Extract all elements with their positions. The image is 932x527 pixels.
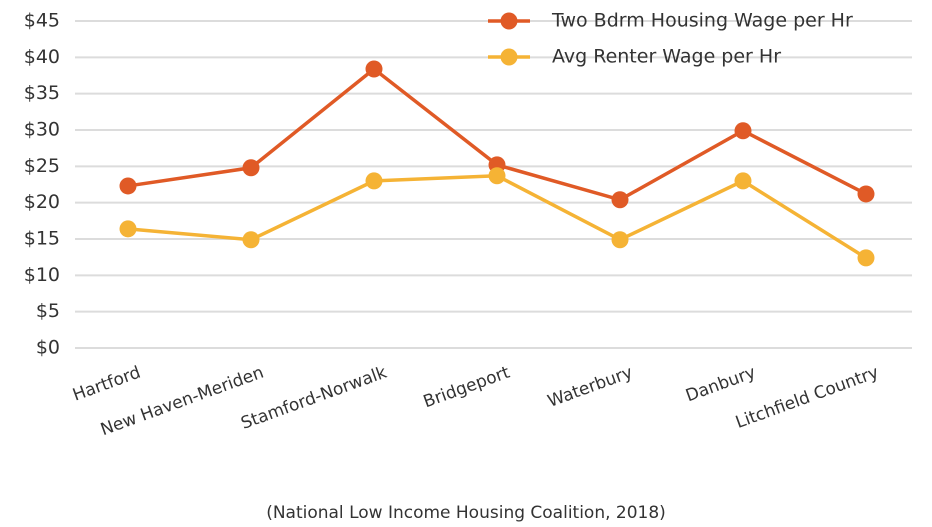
series-line — [127, 174, 867, 260]
y-tick-label: $10 — [24, 264, 60, 286]
x-tick-label: Bridgeport — [421, 362, 513, 412]
legend-marker — [500, 48, 518, 66]
y-tick-label: $35 — [24, 82, 60, 104]
data-point — [242, 159, 260, 177]
data-point — [242, 231, 260, 249]
data-point — [857, 185, 875, 203]
x-tick-label: Danbury — [683, 363, 758, 407]
legend-marker — [500, 12, 518, 30]
legend-label: Avg Renter Wage per Hr — [552, 46, 781, 68]
y-tick-label: $25 — [24, 155, 60, 177]
data-point — [365, 172, 383, 190]
y-tick-label: $45 — [24, 10, 60, 32]
y-tick-label: $15 — [24, 228, 60, 250]
data-point — [734, 172, 752, 190]
legend-label: Two Bdrm Housing Wage per Hr — [551, 10, 853, 32]
data-point — [119, 177, 137, 195]
x-tick-label: Hartford — [70, 363, 143, 406]
data-point — [734, 122, 752, 140]
data-point — [365, 60, 383, 78]
data-point — [488, 167, 506, 185]
y-tick-label: $40 — [24, 46, 60, 68]
y-tick-label: $5 — [36, 300, 60, 322]
y-tick-label: $30 — [24, 119, 60, 141]
y-tick-label: $20 — [24, 191, 60, 213]
data-point — [857, 249, 875, 267]
y-tick-label: $0 — [36, 337, 60, 359]
data-point — [119, 220, 137, 238]
data-point — [611, 191, 629, 209]
caption: (National Low Income Housing Coalition, … — [266, 503, 666, 523]
data-point — [611, 231, 629, 249]
x-tick-label: Waterbury — [545, 363, 635, 412]
